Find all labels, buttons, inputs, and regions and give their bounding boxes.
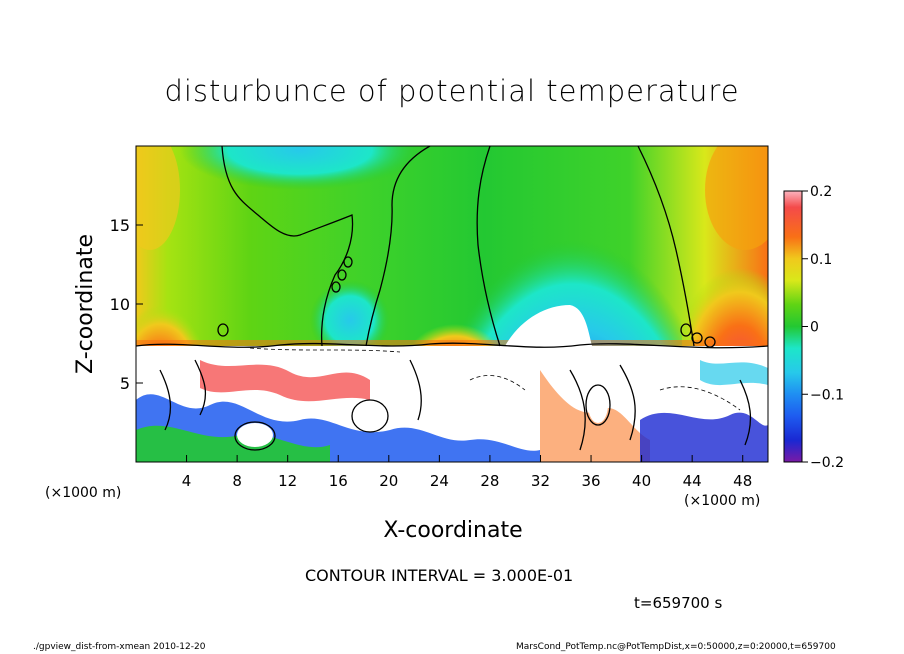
time-label: t=659700 s xyxy=(634,594,723,612)
x-tick-label: 44 xyxy=(683,472,702,490)
x-tick-label: 12 xyxy=(278,472,297,490)
y-tick-label: 10 xyxy=(110,295,130,314)
x-tick-label: 4 xyxy=(182,472,192,490)
x-tick-label: 32 xyxy=(531,472,550,490)
y-tick-label: 15 xyxy=(110,216,130,235)
y-tick-label: 5 xyxy=(120,374,130,393)
contour-interval-note: CONTOUR INTERVAL = 3.000E-01 xyxy=(305,566,574,585)
x-tick-label: 20 xyxy=(379,472,398,490)
x-tick-label: 8 xyxy=(232,472,242,490)
heatmap-field xyxy=(136,146,768,462)
colorbar-tick-label: −0.2 xyxy=(810,455,844,471)
x-tick-label: 28 xyxy=(480,472,499,490)
y-axis: 5 10 15 xyxy=(110,216,143,393)
colorbar-tick-label: 0.2 xyxy=(810,184,832,200)
chart-title: disturbunce of potential temperature xyxy=(164,74,740,108)
colorbar xyxy=(783,190,803,463)
x-tick-label: 24 xyxy=(430,472,449,490)
colorbar-tick-label: 0.1 xyxy=(810,252,832,268)
colorbar-ticks: 0.2 0.1 0 −0.1 −0.2 xyxy=(802,184,844,471)
x-axis: 4 8 12 16 20 24 28 32 36 40 44 48 xyxy=(182,455,752,490)
x-axis-label: X-coordinate xyxy=(383,518,522,543)
x-tick-label: 48 xyxy=(733,472,752,490)
colorbar-tick-label: −0.1 xyxy=(810,387,844,403)
x-tick-label: 16 xyxy=(329,472,348,490)
x-tick-label: 36 xyxy=(581,472,600,490)
x-tick-label: 40 xyxy=(632,472,651,490)
y-axis-label: Z-coordinate xyxy=(73,234,98,374)
footer-script-name: ./gpview_dist-from-xmean 2010-12-20 xyxy=(33,642,206,652)
colorbar-tick-label: 0 xyxy=(810,320,819,336)
x-axis-unit: (×1000 m) xyxy=(684,493,760,509)
footer-data-source: MarsCond_PotTemp.nc@PotTempDist,x=0:5000… xyxy=(516,642,836,652)
y-axis-unit: (×1000 m) xyxy=(45,485,121,501)
